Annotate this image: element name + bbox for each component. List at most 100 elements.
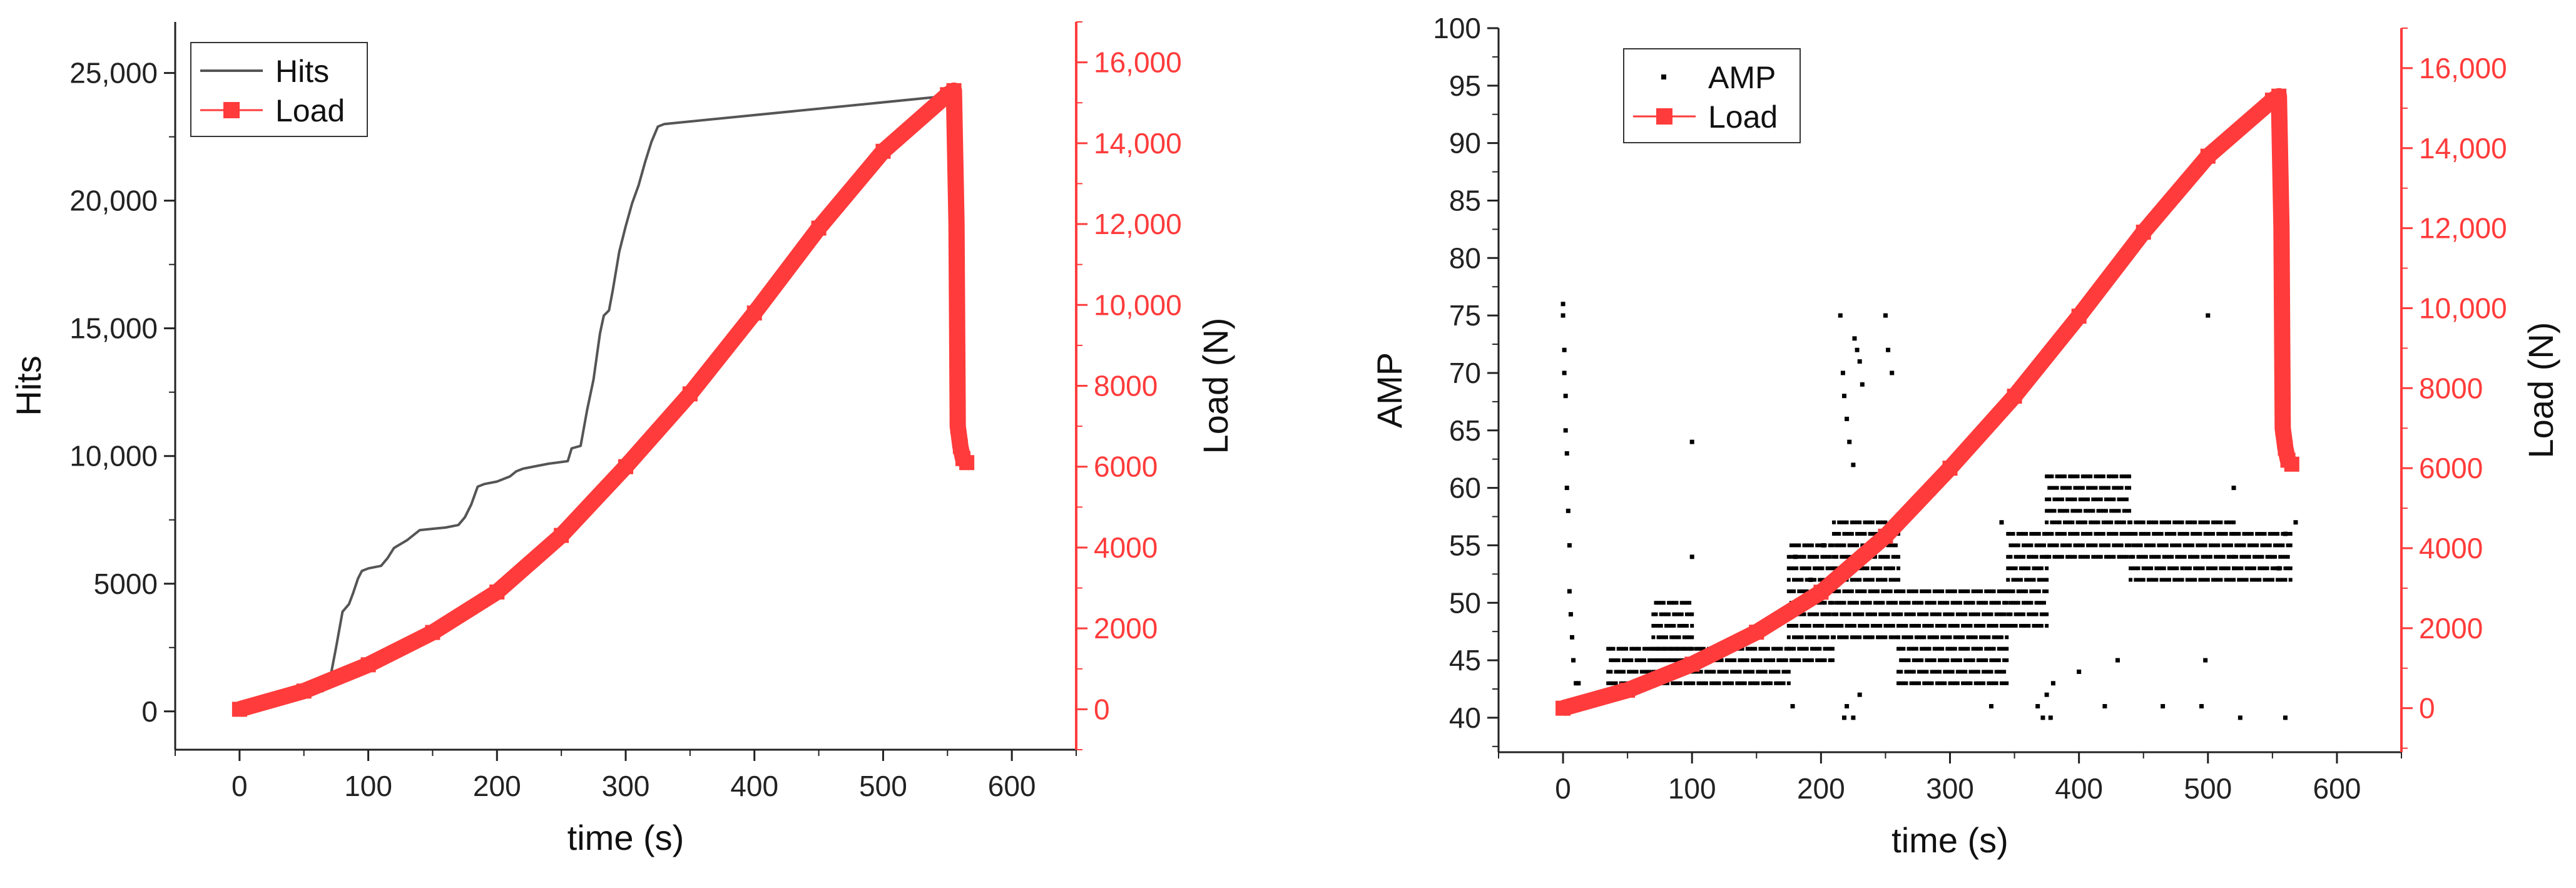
amp-point <box>1940 658 1945 663</box>
amp-point <box>1912 681 1916 685</box>
amp-point <box>1800 623 1804 628</box>
amp-point <box>1899 670 1903 674</box>
amp-point <box>1958 670 1962 674</box>
amp-point <box>1927 635 1932 640</box>
amp-point <box>1945 601 1950 605</box>
amp-point <box>1976 623 1980 628</box>
load-series-line <box>1560 88 2298 717</box>
amp-point <box>2073 486 2077 490</box>
amp-point <box>2075 474 2080 479</box>
x-tick-label: 600 <box>2313 772 2361 805</box>
amp-point <box>2016 578 2020 582</box>
amp-point <box>1961 646 1965 651</box>
amp-point <box>1679 623 1684 628</box>
amp-point <box>2255 532 2259 536</box>
amp-point <box>2162 578 2166 582</box>
amp-point <box>2249 578 2254 582</box>
amp-point <box>1562 347 1567 352</box>
amp-point <box>2037 532 2041 536</box>
amp-point <box>1994 623 1998 628</box>
y-right-axis-title: Load (N) <box>1196 318 1235 454</box>
amp-point <box>2107 554 2111 559</box>
amp-point <box>1909 646 1913 651</box>
amp-point <box>1850 623 1854 628</box>
amp-point <box>2107 520 2111 524</box>
amp-point <box>1786 681 1791 685</box>
amp-point <box>2042 554 2046 559</box>
amp-point <box>1828 601 1832 605</box>
amp-point <box>2078 497 2082 501</box>
amp-point <box>2172 520 2177 524</box>
amp-point <box>1825 623 1830 628</box>
amp-point <box>1621 646 1626 651</box>
amp-point <box>1672 612 1676 616</box>
amp-point <box>1899 589 1903 593</box>
amp-point <box>1873 532 1877 536</box>
amp-point <box>1629 670 1634 674</box>
amp-point <box>1805 658 1809 663</box>
amp-point <box>2237 543 2241 548</box>
amp-point <box>1896 554 1901 559</box>
amp-point <box>1786 566 1791 571</box>
amp-point <box>1609 658 1613 663</box>
amp-point <box>1802 612 1806 616</box>
amp-point <box>2055 532 2059 536</box>
amp-point <box>2263 566 2267 571</box>
amp-point <box>1807 635 1811 640</box>
amp-point <box>1855 543 1860 548</box>
amp-point <box>2157 532 2161 536</box>
amp-point <box>1830 601 1835 605</box>
amp-point <box>1873 554 1877 559</box>
amp-point <box>1688 635 1692 640</box>
amp-point <box>1909 670 1913 674</box>
amp-point <box>1909 589 1913 593</box>
amp-point <box>2159 566 2164 571</box>
amp-point <box>1860 601 1865 605</box>
amp-point <box>2027 566 2031 571</box>
amp-point <box>2141 554 2146 559</box>
amp-point <box>1751 658 1755 663</box>
amp-point <box>1852 543 1856 548</box>
amp-point <box>1912 658 1916 663</box>
amp-point <box>1886 566 1890 571</box>
amp-point <box>1717 670 1721 674</box>
amp-point <box>2013 601 2018 605</box>
amp-point <box>2170 554 2174 559</box>
amp-point <box>1978 646 1983 651</box>
amp-point <box>2131 566 2136 571</box>
amp-point <box>2154 532 2159 536</box>
amp-point <box>1818 658 1822 663</box>
amp-point <box>2206 313 2211 318</box>
amp-point <box>2032 532 2036 536</box>
amp-point <box>2055 543 2059 548</box>
amp-point <box>2175 520 2179 524</box>
amp-point <box>1852 578 1856 582</box>
amp-point <box>1828 623 1832 628</box>
amp-point <box>1756 670 1760 674</box>
amp-point <box>2203 658 2208 663</box>
amp-point <box>1704 670 1708 674</box>
legend-load-swatch-marker <box>223 102 240 118</box>
amp-point <box>1893 589 1898 593</box>
amp-point <box>2060 554 2064 559</box>
amp-point <box>1961 681 1965 685</box>
amp-point <box>1896 578 1901 582</box>
amp-point <box>1984 589 1988 593</box>
amp-point <box>1881 554 1885 559</box>
amp-point <box>2107 474 2111 479</box>
amp-point <box>1909 681 1913 685</box>
amp-point <box>1917 670 1922 674</box>
amp-point <box>1835 532 1839 536</box>
amp-point <box>2214 578 2218 582</box>
amp-point <box>1795 543 1799 548</box>
legend-label: Load <box>1708 100 1778 135</box>
amp-point <box>2124 532 2129 536</box>
amp-point <box>2122 497 2126 501</box>
amp-point <box>1855 601 1860 605</box>
amp-point <box>1837 520 1841 524</box>
amp-point <box>2016 543 2020 548</box>
amp-point <box>2101 520 2105 524</box>
amp-point <box>2101 474 2105 479</box>
amp-point <box>2099 509 2103 513</box>
amp-point <box>1748 681 1752 685</box>
